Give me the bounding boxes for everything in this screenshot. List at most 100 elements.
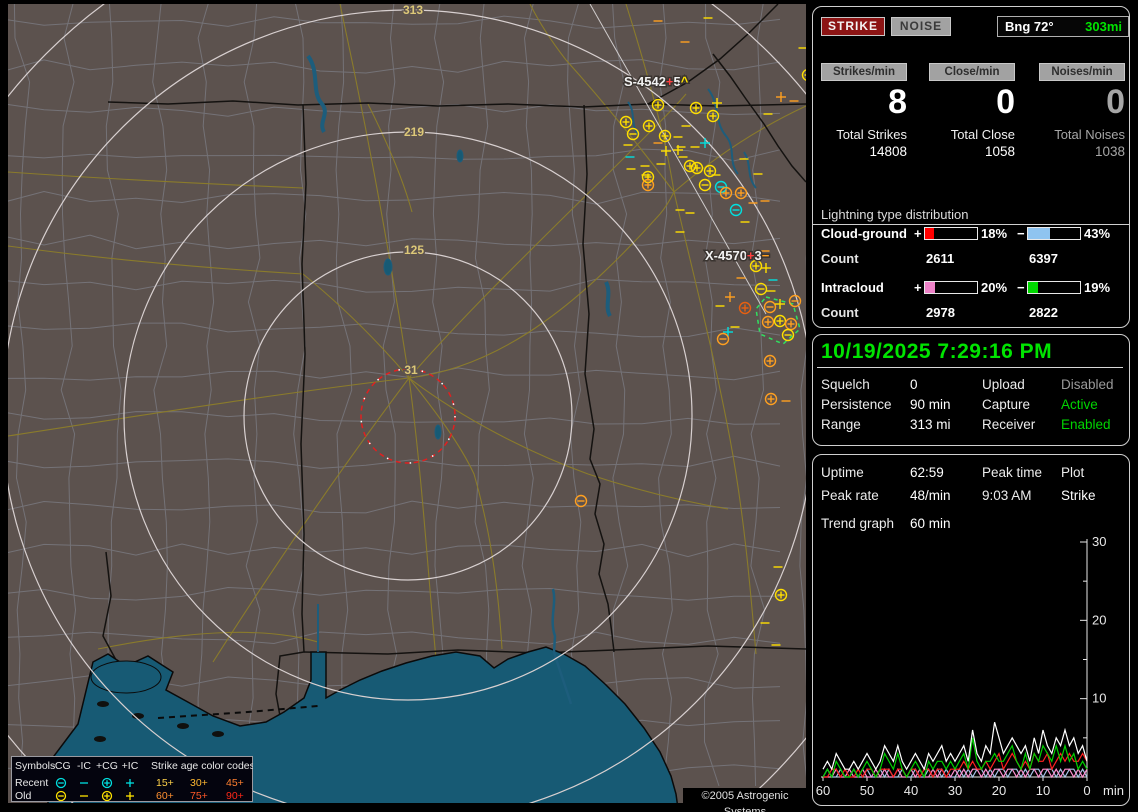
strike-symbol-cp [749, 259, 763, 273]
squelch-value: 0 [910, 377, 918, 392]
lightning-map[interactable]: 313 219 125 31 S-4542+5^ X-4570+3− [8, 4, 806, 803]
strike-symbol-cp [658, 129, 672, 143]
persistence-value: 90 min [910, 397, 951, 412]
storm-track-line [589, 4, 767, 315]
strike-symbol-cp [774, 588, 788, 602]
svg-text:75+: 75+ [190, 790, 208, 802]
strike-symbol-cp [738, 301, 752, 315]
intracloud-row: Intracloud + 20% − 19% [813, 280, 1129, 295]
strike-symbol-cm [801, 69, 806, 81]
minus-sign: − [1017, 280, 1025, 295]
strike-symbol-cp [689, 101, 703, 115]
statistics-panel: STRIKE NOISE Bng 72° 303mi Strikes/min 8… [812, 6, 1130, 328]
svg-text:min: min [1103, 783, 1124, 798]
upload-label: Upload [982, 377, 1025, 392]
strike-symbol-p [761, 263, 771, 273]
cg-plus-count: 2611 [926, 251, 955, 266]
strike-symbol-cm [574, 494, 588, 508]
strike-symbol-cp [719, 186, 733, 200]
strike-symbols [574, 17, 806, 646]
ic-minus-bar [1027, 281, 1081, 294]
ring-distance-label: 31 [404, 363, 418, 377]
svg-text:60: 60 [816, 783, 830, 798]
session-row: Uptime 62:59 Peak time Plot [813, 465, 1129, 480]
svg-text:20: 20 [992, 783, 1006, 798]
count-label: Count [821, 305, 859, 320]
trend-series-neg-ic-rate [822, 737, 1088, 779]
session-row: Peak rate 48/min 9:03 AM Strike [813, 488, 1129, 503]
bearing-label: Bng 72° [1005, 19, 1054, 34]
svg-text:60+: 60+ [156, 790, 174, 802]
svg-text:30+: 30+ [190, 777, 208, 789]
trend-series-neg-cg-rate [823, 751, 1088, 779]
strike-symbol-cp [763, 354, 777, 368]
storm-cell-outline [755, 296, 801, 345]
strike-symbol-p [723, 327, 733, 337]
ring-distance-label: 219 [404, 125, 424, 139]
storm-cell-label: X-4570+3− [705, 248, 770, 263]
range-value: 313 mi [910, 417, 951, 432]
strike-symbol-cp [734, 186, 748, 200]
strike-symbol-p [712, 98, 722, 108]
svg-text:40: 40 [904, 783, 918, 798]
strikes-per-min-button[interactable]: Strikes/min [821, 63, 907, 81]
noises-column: Noises/min 0 Total Noises 1038 [1039, 63, 1125, 173]
strike-symbol-cm [754, 282, 768, 296]
peak-rate-value: 48/min [910, 488, 951, 503]
strike-symbol-cm [788, 294, 802, 308]
datetime-display: 10/19/2025 7:29:16 PM [821, 340, 1053, 363]
strike-symbol-cm [781, 328, 795, 342]
intracloud-count-row: Count 2978 2822 [813, 305, 1129, 320]
strike-symbol-cp [641, 178, 655, 192]
distribution-title: Lightning type distribution [821, 207, 969, 222]
cloud-ground-row: Cloud-ground + 18% − 43% [813, 226, 1129, 241]
strike-symbol-cm [716, 332, 730, 346]
noise-button[interactable]: NOISE [891, 17, 951, 36]
strike-symbol-cp [773, 314, 787, 328]
capture-value: Active [1061, 397, 1098, 412]
svg-text:45+: 45+ [226, 777, 244, 789]
trend-graph-value: 60 min [910, 516, 951, 531]
receiver-label: Receiver [982, 417, 1036, 432]
strike-symbol-cm [626, 127, 640, 141]
capture-label: Capture [982, 397, 1031, 412]
close-per-min-button[interactable]: Close/min [929, 63, 1015, 81]
status-row: Range 313 mi Receiver Enabled [813, 417, 1129, 432]
date-divider [817, 367, 1123, 368]
total-strikes-value: 14808 [869, 144, 907, 159]
barrier-islands [157, 705, 319, 719]
strike-symbol-p [776, 92, 786, 102]
noises-per-min-button[interactable]: Noises/min [1039, 63, 1125, 81]
status-row: Squelch 0 Upload Disabled [813, 377, 1129, 392]
bearing-distance: 303mi [1085, 19, 1122, 34]
receiver-value: Enabled [1061, 417, 1111, 432]
minus-sign: − [1017, 226, 1025, 241]
strike-symbol-cp [761, 315, 775, 329]
cloud-ground-count-row: Count 2611 6397 [813, 251, 1129, 266]
ic-minus-pct: 19% [1084, 280, 1111, 295]
range-label: Range [821, 417, 861, 432]
session-row: Trend graph 60 min [813, 516, 1129, 531]
trend-graph-label: Trend graph [821, 516, 895, 531]
strikes-rate-value: 8 [888, 83, 907, 121]
peak-time-value: 9:03 AM [982, 488, 1032, 503]
status-row: Persistence 90 min Capture Active [813, 397, 1129, 412]
trend-graph: 10 20 30 60 50 40 30 20 10 0 min [816, 537, 1124, 798]
strike-symbol-cp [642, 119, 656, 133]
ic-minus-count: 2822 [1029, 305, 1058, 320]
squelch-label: Squelch [821, 377, 870, 392]
strike-symbol-p [775, 299, 785, 309]
total-noises-value: 1038 [1094, 144, 1125, 159]
close-rate-value: 0 [996, 83, 1015, 121]
strike-button[interactable]: STRIKE [821, 17, 885, 36]
peak-rate-label: Peak rate [821, 488, 879, 503]
svg-text:-CG: -CG [51, 760, 70, 772]
uptime-value: 62:59 [910, 465, 944, 480]
uptime-label: Uptime [821, 465, 864, 480]
total-strikes-label: Total Strikes [836, 127, 907, 142]
plus-sign: + [914, 280, 922, 295]
copyright-label: ©2005 Astrogenic Systems [683, 788, 807, 812]
status-panel: 10/19/2025 7:29:16 PM Squelch 0 Upload D… [812, 334, 1130, 446]
svg-text:90+: 90+ [226, 790, 244, 802]
